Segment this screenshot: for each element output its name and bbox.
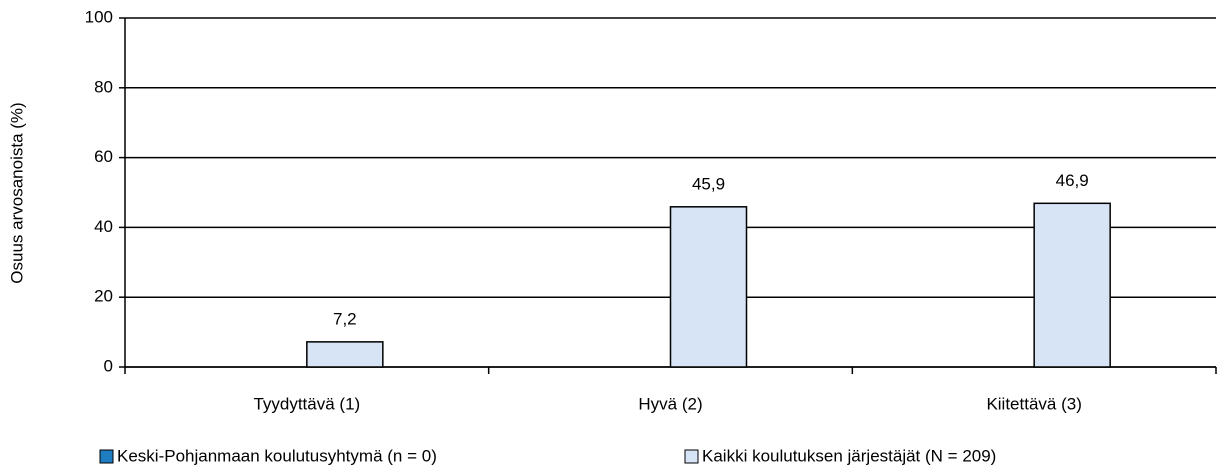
bar xyxy=(306,341,384,368)
bar xyxy=(1033,202,1111,368)
y-tick-label: 80 xyxy=(94,77,113,96)
data-label: 46,9 xyxy=(1056,171,1089,190)
legend-label: Kaikki koulutuksen järjestäjät (N = 209) xyxy=(702,446,996,465)
x-tick-label: Kiitettävä (3) xyxy=(986,394,1081,413)
y-tick-label: 0 xyxy=(104,356,113,375)
y-tick-label: 20 xyxy=(94,287,113,306)
x-tick-label: Hyvä (2) xyxy=(638,394,702,413)
legend-swatch xyxy=(99,449,114,464)
x-tick-label: Tyydyttävä (1) xyxy=(253,394,360,413)
y-tick-label: 40 xyxy=(94,217,113,236)
bar xyxy=(669,206,748,368)
data-label: 45,9 xyxy=(692,174,725,193)
y-tick-label: 60 xyxy=(94,147,113,166)
data-label: 7,2 xyxy=(333,309,357,328)
legend-swatch xyxy=(684,449,699,464)
y-tick-label: 100 xyxy=(85,7,113,26)
legend-label: Keski-Pohjanmaan koulutusyhtymä (n = 0) xyxy=(117,446,437,465)
y-axis-label: Osuus arvosanoista (%) xyxy=(7,102,26,283)
